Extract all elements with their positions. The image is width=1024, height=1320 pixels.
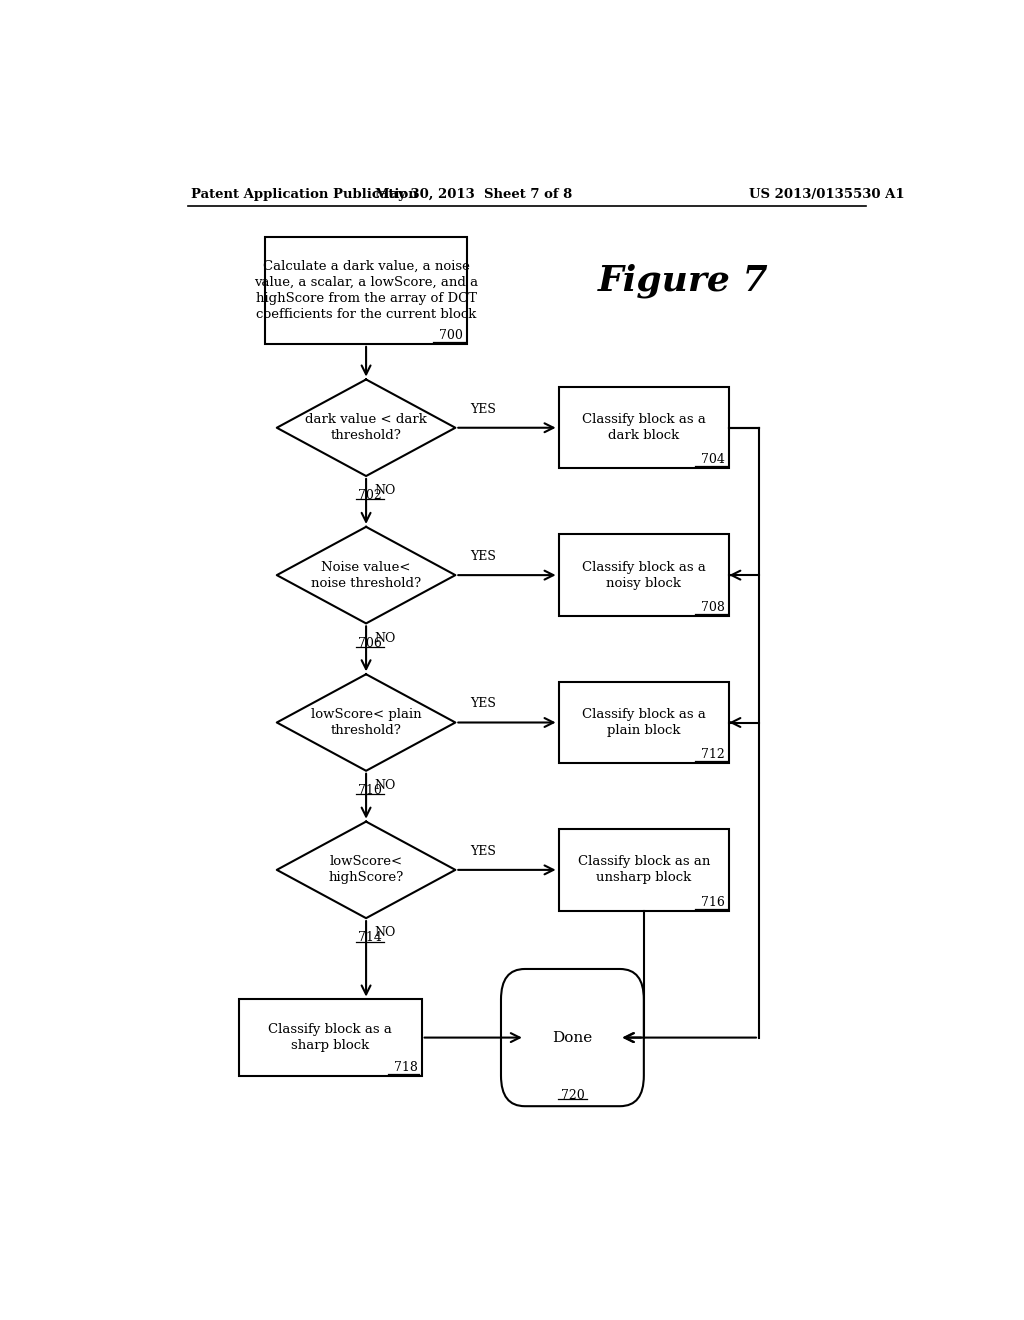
Bar	[240, 999, 422, 1076]
Text: Figure 7: Figure 7	[598, 263, 769, 297]
Bar	[558, 829, 729, 911]
Text: NO: NO	[374, 484, 395, 498]
Bar	[558, 387, 729, 469]
Text: YES: YES	[470, 697, 496, 710]
Text: 712: 712	[701, 748, 725, 762]
Text: Done: Done	[552, 1031, 593, 1044]
Text: 704: 704	[701, 453, 725, 466]
Text: 714: 714	[358, 932, 382, 944]
Bar	[265, 238, 467, 345]
Text: 702: 702	[358, 490, 382, 502]
Text: Patent Application Publication: Patent Application Publication	[191, 189, 418, 202]
Text: YES: YES	[470, 550, 496, 562]
Text: 720: 720	[560, 1089, 585, 1102]
Text: 706: 706	[358, 636, 382, 649]
Text: NO: NO	[374, 779, 395, 792]
Text: US 2013/0135530 A1: US 2013/0135530 A1	[749, 189, 904, 202]
Text: dark value < dark
threshold?: dark value < dark threshold?	[305, 413, 427, 442]
Text: May 30, 2013  Sheet 7 of 8: May 30, 2013 Sheet 7 of 8	[375, 189, 571, 202]
Text: 710: 710	[358, 784, 382, 797]
Text: 708: 708	[701, 601, 725, 614]
Text: NO: NO	[374, 927, 395, 940]
Text: lowScore<
highScore?: lowScore< highScore?	[329, 855, 403, 884]
Text: Classify block as a
noisy block: Classify block as a noisy block	[582, 561, 706, 590]
Text: Classify block as an
unsharp block: Classify block as an unsharp block	[578, 855, 710, 884]
Text: YES: YES	[470, 845, 496, 858]
Text: 718: 718	[394, 1061, 418, 1073]
Text: Calculate a dark value, a noise
value, a scalar, a lowScore, and a
highScore fro: Calculate a dark value, a noise value, a…	[254, 260, 478, 321]
Text: YES: YES	[470, 403, 496, 416]
Text: Classify block as a
sharp block: Classify block as a sharp block	[268, 1023, 392, 1052]
Text: Noise value<
noise threshold?: Noise value< noise threshold?	[311, 561, 421, 590]
Text: lowScore< plain
threshold?: lowScore< plain threshold?	[310, 708, 422, 737]
Text: Classify block as a
plain block: Classify block as a plain block	[582, 708, 706, 737]
Text: NO: NO	[374, 631, 395, 644]
Bar	[558, 682, 729, 763]
Text: 700: 700	[439, 329, 463, 342]
Text: Classify block as a
dark block: Classify block as a dark block	[582, 413, 706, 442]
Bar	[558, 535, 729, 616]
Text: 716: 716	[701, 895, 725, 908]
